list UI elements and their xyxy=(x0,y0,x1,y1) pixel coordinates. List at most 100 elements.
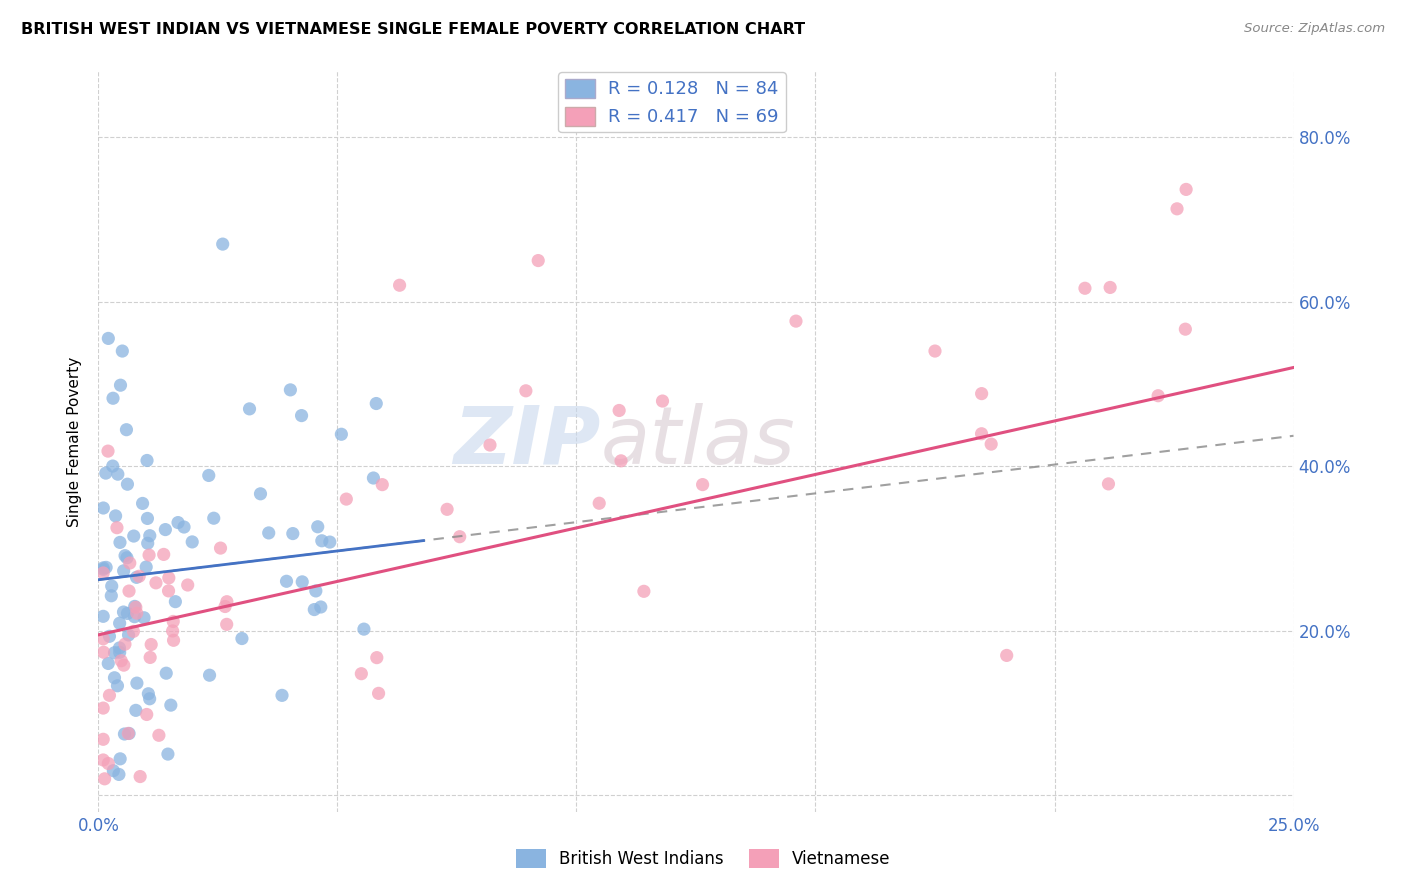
Point xyxy=(110,378,132,392)
Point xyxy=(131,496,153,510)
Point xyxy=(124,599,146,614)
Point xyxy=(139,650,162,665)
Point xyxy=(112,658,135,673)
Point xyxy=(107,467,129,482)
Point xyxy=(785,314,807,328)
Point xyxy=(124,609,146,624)
Point xyxy=(366,396,388,410)
Point xyxy=(97,756,120,771)
Legend: R = 0.128   N = 84, R = 0.417   N = 69: R = 0.128 N = 84, R = 0.417 N = 69 xyxy=(558,72,786,132)
Point xyxy=(1147,389,1170,403)
Point xyxy=(181,535,204,549)
Point xyxy=(97,444,120,458)
Point xyxy=(101,459,124,474)
Point xyxy=(136,536,159,550)
Point xyxy=(103,764,125,778)
Point xyxy=(280,383,302,397)
Point xyxy=(436,502,458,516)
Point xyxy=(141,638,163,652)
Point xyxy=(105,521,128,535)
Point xyxy=(231,632,253,646)
Point xyxy=(276,574,298,589)
Point xyxy=(118,584,141,599)
Point xyxy=(132,611,155,625)
Point xyxy=(125,570,148,584)
Point xyxy=(103,646,125,660)
Point xyxy=(108,616,131,631)
Point xyxy=(238,401,260,416)
Point xyxy=(330,427,353,442)
Point xyxy=(112,605,135,619)
Point xyxy=(103,671,125,685)
Point xyxy=(970,426,993,441)
Point xyxy=(125,600,148,615)
Point xyxy=(125,703,148,717)
Point xyxy=(93,772,115,786)
Point xyxy=(305,583,328,598)
Text: atlas: atlas xyxy=(600,402,796,481)
Point xyxy=(633,584,655,599)
Y-axis label: Single Female Poverty: Single Female Poverty xyxy=(67,357,83,526)
Point xyxy=(135,707,157,722)
Point xyxy=(117,726,139,740)
Point xyxy=(353,622,375,636)
Point xyxy=(366,650,388,665)
Point xyxy=(363,471,385,485)
Point xyxy=(111,344,134,359)
Point xyxy=(479,438,502,452)
Point xyxy=(1074,281,1097,295)
Point xyxy=(307,520,329,534)
Point xyxy=(209,541,232,555)
Point xyxy=(125,606,148,620)
Point xyxy=(335,492,357,507)
Point xyxy=(304,602,326,616)
Point xyxy=(117,607,139,621)
Point xyxy=(692,477,714,491)
Point xyxy=(167,516,190,530)
Point xyxy=(249,487,271,501)
Point xyxy=(91,632,114,646)
Point xyxy=(157,583,180,598)
Point xyxy=(108,645,131,659)
Point xyxy=(924,344,946,359)
Point xyxy=(651,394,673,409)
Point xyxy=(108,640,131,655)
Point xyxy=(271,689,294,703)
Point xyxy=(112,564,135,578)
Point xyxy=(118,556,141,570)
Point xyxy=(138,548,160,562)
Point xyxy=(311,533,333,548)
Point xyxy=(115,550,138,565)
Point xyxy=(527,253,550,268)
Point xyxy=(148,728,170,742)
Point xyxy=(138,687,160,701)
Point xyxy=(214,599,236,614)
Point xyxy=(91,609,114,624)
Point xyxy=(135,560,157,574)
Point xyxy=(91,701,114,715)
Point xyxy=(162,633,184,648)
Point xyxy=(449,530,471,544)
Point xyxy=(91,753,114,767)
Point xyxy=(114,727,136,741)
Point xyxy=(162,615,184,629)
Point xyxy=(515,384,537,398)
Point xyxy=(97,657,120,671)
Point xyxy=(115,423,138,437)
Point xyxy=(108,752,131,766)
Point xyxy=(152,548,174,562)
Point xyxy=(367,686,389,700)
Point xyxy=(98,689,121,703)
Point xyxy=(1174,322,1197,336)
Legend: British West Indians, Vietnamese: British West Indians, Vietnamese xyxy=(509,842,897,875)
Point xyxy=(215,617,238,632)
Point xyxy=(257,525,280,540)
Point xyxy=(108,767,131,781)
Point xyxy=(136,511,159,525)
Point xyxy=(198,668,221,682)
Point xyxy=(155,523,177,537)
Point xyxy=(319,535,342,549)
Point xyxy=(588,496,610,510)
Text: Source: ZipAtlas.com: Source: ZipAtlas.com xyxy=(1244,22,1385,36)
Point xyxy=(91,501,114,516)
